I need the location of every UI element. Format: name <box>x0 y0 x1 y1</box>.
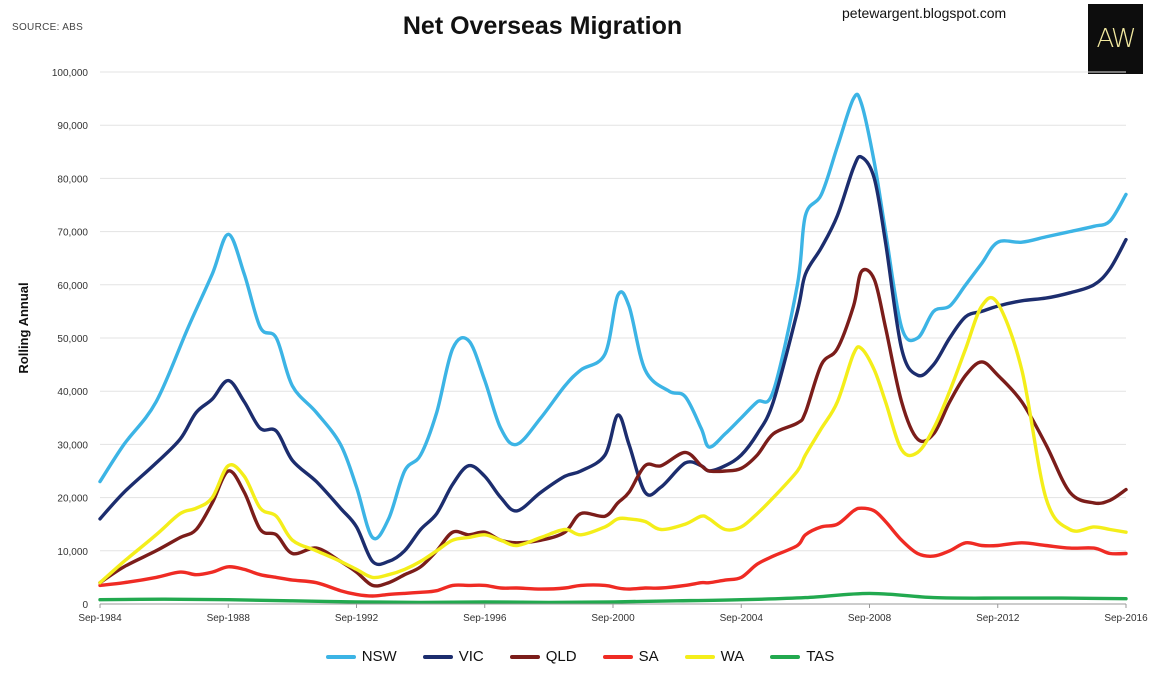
series-line-tas <box>98 591 1128 605</box>
y-tick-labels: 0 10,000 20,000 30,000 40,000 50,000 60,000 70,… <box>52 68 89 611</box>
y-tick-label: 20,000 <box>57 494 88 505</box>
series-line-sa <box>98 506 1128 598</box>
legend-item-tas[interactable]: TAS <box>770 648 834 665</box>
y-axis-label: Rolling Annual <box>16 282 31 373</box>
x-tick-label: Sep-1988 <box>207 613 251 624</box>
site-url[interactable]: petewargent.blogspot.com <box>842 5 1007 21</box>
chart-title: Net Overseas Migration <box>402 12 683 40</box>
legend-label: VIC <box>458 648 484 665</box>
legend-label: SA <box>638 648 659 665</box>
x-tick-label: Sep-1984 <box>78 613 122 624</box>
legend-item-nsw[interactable]: NSW <box>325 648 397 665</box>
y-tick-label: 70,000 <box>57 228 88 239</box>
y-tick-label: 60,000 <box>57 281 88 292</box>
gridlines <box>100 71 1126 552</box>
legend-label: QLD <box>545 648 577 665</box>
y-tick-label: 0 <box>82 600 88 611</box>
source-note: SOURCE: ABS <box>12 22 84 33</box>
y-tick-label: 100,000 <box>52 68 89 79</box>
legend-swatch <box>422 654 453 659</box>
legend-swatch <box>770 654 801 659</box>
y-tick-label: 30,000 <box>57 440 88 451</box>
y-tick-label: 80,000 <box>57 174 88 185</box>
x-tick-label: Sep-2004 <box>720 613 764 624</box>
legend-item-vic[interactable]: VIC <box>422 648 484 665</box>
legend-item-sa[interactable]: SA <box>602 648 659 665</box>
x-tick-label: Sep-2016 <box>1104 613 1148 624</box>
y-tick-label: 10,000 <box>57 547 88 558</box>
legend-item-wa[interactable]: WA <box>684 648 745 665</box>
x-tick-label: Sep-2000 <box>591 613 635 624</box>
x-tick-label: Sep-2008 <box>848 613 892 624</box>
legend-label: TAS <box>806 648 835 665</box>
x-tick-label: Sep-1996 <box>463 613 507 624</box>
legend-label: NSW <box>361 648 397 665</box>
legend-swatch <box>684 654 715 659</box>
legend-label: WA <box>720 648 745 665</box>
aw-logo: AW <box>1088 4 1143 74</box>
series-line-nsw <box>98 92 1128 541</box>
series-line-vic <box>98 154 1128 567</box>
y-tick-label: 90,000 <box>57 121 88 132</box>
x-tick-label: Sep-2012 <box>976 613 1020 624</box>
x-tick-labels: Sep-1984 Sep-1988 Sep-1992 Sep-1996 Sep-2000… <box>78 604 1148 624</box>
series-line-wa <box>98 295 1128 585</box>
legend-item-qld[interactable]: QLD <box>509 648 577 665</box>
legend-swatch <box>509 654 540 659</box>
y-tick-label: 40,000 <box>57 387 88 398</box>
series-line-qld <box>98 267 1128 588</box>
y-tick-label: 50,000 <box>57 334 88 345</box>
chart-area: 0 10,000 20,000 30,000 40,000 50,000 60,000 70,… <box>16 68 1148 624</box>
legend-swatch <box>325 654 356 659</box>
legend-swatch <box>602 654 633 659</box>
series-lines <box>98 92 1128 605</box>
x-tick-label: Sep-1992 <box>335 613 379 624</box>
legend: NSW VIC QLD SA WA TAS <box>0 648 1160 665</box>
